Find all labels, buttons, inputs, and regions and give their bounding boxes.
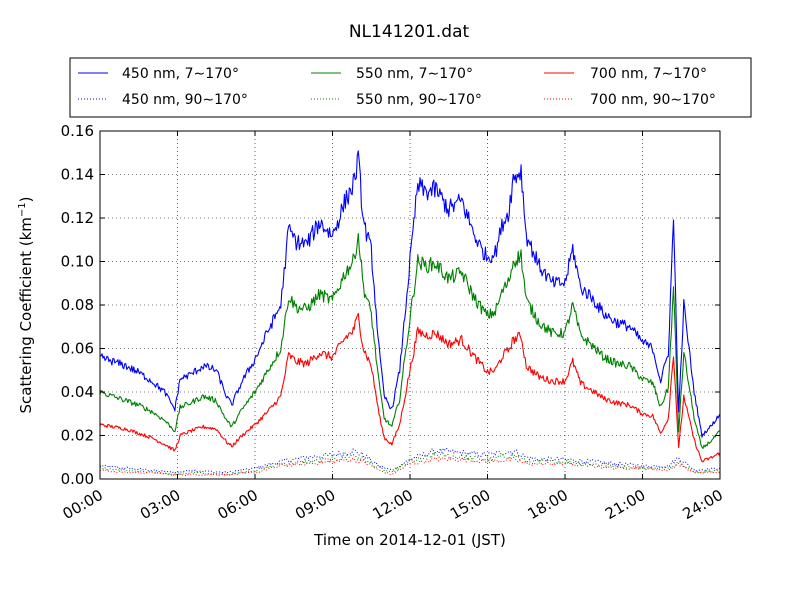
- series-group: [100, 150, 720, 476]
- series-line-2: [100, 233, 720, 449]
- y-tick-label: 0.06: [61, 340, 94, 358]
- legend-label: 550 nm, 7∼170°: [356, 66, 473, 82]
- legend-label: 700 nm, 90∼170°: [590, 92, 716, 108]
- legend-label: 450 nm, 7∼170°: [122, 66, 239, 82]
- y-tick-label: 0.14: [61, 166, 94, 184]
- legend-box: [69, 57, 752, 118]
- y-tick-label: 0.10: [61, 253, 94, 271]
- series-line-4: [100, 447, 720, 474]
- x-axis-label: Time on 2014-12-01 (JST): [313, 531, 506, 549]
- y-axis-label-close: ): [17, 196, 35, 202]
- y-axis-label-main: Scattering Coefficient (km: [17, 217, 35, 413]
- y-tick-label: 0.02: [61, 427, 94, 445]
- legend-label: 700 nm, 7∼170°: [590, 66, 707, 82]
- legend-label: 550 nm, 90∼170°: [356, 92, 482, 108]
- y-tick-label: 0.00: [61, 470, 94, 488]
- grid: [100, 131, 720, 479]
- series-line-1: [100, 150, 720, 438]
- legend-label: 450 nm, 90∼170°: [122, 92, 248, 108]
- series-line-6: [100, 456, 720, 476]
- y-axis-label-exponent: −1: [17, 202, 28, 217]
- y-tick-label: 0.04: [61, 383, 94, 401]
- y-tick-label: 0.08: [61, 296, 94, 314]
- y-tick-label: 0.16: [61, 122, 94, 140]
- y-axis-label: Scattering Coefficient (km−1): [17, 196, 35, 413]
- y-axis: 0.00 0.02 0.04 0.06 0.08 0.10 0.12 0.14 0.16: [61, 122, 720, 488]
- legend: 450 nm, 7∼170° 550 nm, 7∼170° 700 nm, 7∼17…: [69, 57, 752, 118]
- series-line-3: [100, 312, 720, 463]
- series-line-5: [100, 452, 720, 476]
- y-tick-label: 0.12: [61, 209, 94, 227]
- chart-title: NL141201.dat: [349, 22, 470, 42]
